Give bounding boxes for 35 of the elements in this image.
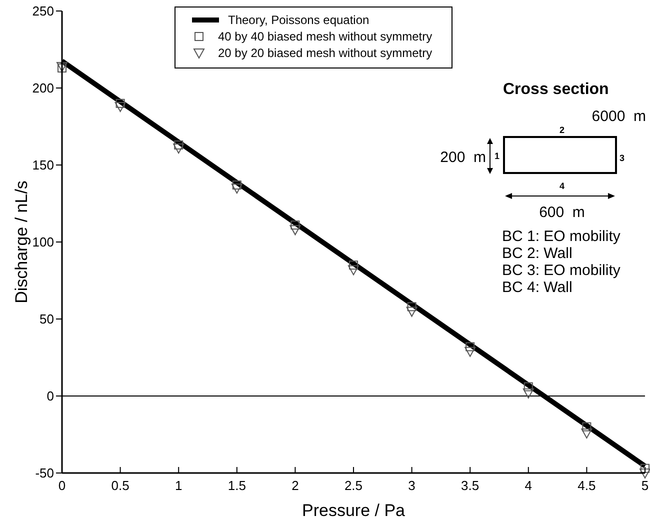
- x-tick-label: 4.5: [578, 478, 596, 493]
- annotation: 6000 m: [592, 108, 646, 125]
- annotation: 200 m: [440, 149, 486, 166]
- legend-label: 40 by 40 biased mesh without symmetry: [218, 30, 432, 44]
- x-tick-label: 0: [58, 478, 66, 493]
- x-tick-label: 0.5: [111, 478, 130, 493]
- y-tick-label: 150: [32, 158, 54, 173]
- x-tick-label: 1.5: [228, 478, 246, 493]
- annotation: 600 m: [539, 204, 585, 221]
- y-axis-title: Discharge / nL/s: [12, 180, 31, 304]
- annotation: 3: [619, 153, 625, 163]
- annotation: Cross section: [503, 81, 609, 98]
- x-tick-label: 2.5: [344, 478, 363, 493]
- x-tick-label: 3: [408, 478, 416, 493]
- y-tick-label: 100: [32, 234, 54, 250]
- y-tick-label: 250: [32, 4, 54, 19]
- y-tick-label: 50: [40, 312, 54, 327]
- annotation: BC 1: EO mobility: [502, 228, 621, 245]
- x-tick-label: 2: [292, 478, 299, 493]
- x-tick-label: 1: [174, 478, 182, 493]
- legend-label: 20 by 20 biased mesh without symmetry: [218, 46, 432, 60]
- x-axis-title: Pressure / Pa: [302, 501, 406, 520]
- annotation: BC 4: Wall: [502, 279, 572, 296]
- x-tick-label: 5: [641, 478, 649, 493]
- y-tick-label: 0: [46, 388, 54, 404]
- y-tick-label: 200: [32, 80, 54, 96]
- annotation: 2: [559, 125, 565, 135]
- legend-label: Theory, Poissons equation: [228, 13, 370, 28]
- annotation: 1: [494, 151, 500, 161]
- x-tick-label: 3.5: [461, 478, 480, 493]
- y-tick-label: -50: [35, 466, 54, 481]
- annotation: 4: [559, 181, 565, 191]
- annotation: BC 2: Wall: [502, 245, 572, 262]
- x-tick-label: 4: [524, 478, 532, 493]
- annotation: BC 3: EO mobility: [502, 262, 621, 279]
